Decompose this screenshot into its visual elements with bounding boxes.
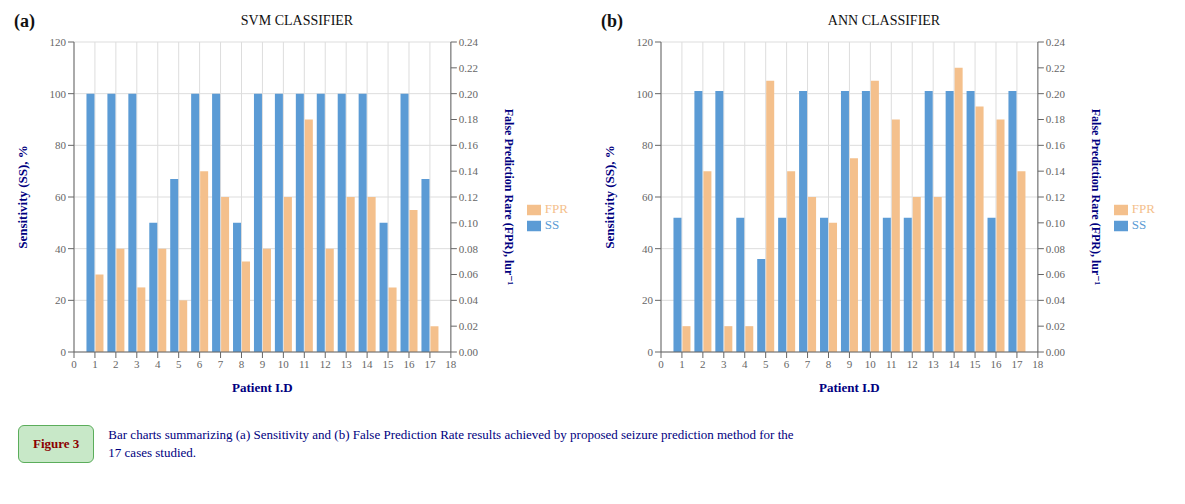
svg-text:Patient I.D: Patient I.D (232, 380, 293, 395)
svg-text:0.20: 0.20 (1046, 88, 1066, 100)
svg-text:120: 120 (637, 36, 654, 48)
svg-text:80: 80 (642, 139, 654, 151)
html-text:FPR: FPR (544, 201, 568, 216)
html-text:Figure 3: Figure 3 (33, 436, 80, 451)
svg-text:80: 80 (55, 139, 67, 151)
svg-text:0.00: 0.00 (459, 346, 479, 358)
svg-text:0.02: 0.02 (459, 320, 478, 332)
svg-text:0.22: 0.22 (459, 62, 478, 74)
svg-text:60: 60 (642, 191, 654, 203)
svg-text:0.08: 0.08 (459, 243, 479, 255)
svg-text:13: 13 (341, 358, 353, 370)
html-text:SS: SS (544, 217, 560, 232)
svg-text:False Prediction Rare (FPR), l: False Prediction Rare (FPR), lur⁻¹ (502, 109, 516, 286)
svg-text:40: 40 (642, 243, 654, 255)
svg-text:0: 0 (61, 346, 67, 358)
svg-text:0.24: 0.24 (459, 36, 479, 48)
svg-text:15: 15 (970, 358, 982, 370)
html-text:(a): (a) (14, 11, 35, 31)
svg-text:0.14: 0.14 (459, 165, 479, 177)
svg-text:0.12: 0.12 (1046, 191, 1065, 203)
svg-text:0.00: 0.00 (1046, 346, 1066, 358)
svg-text:Patient I.D: Patient I.D (819, 380, 880, 395)
svg-text:20: 20 (55, 294, 67, 306)
svg-text:0: 0 (658, 358, 664, 370)
svg-text:16: 16 (403, 358, 415, 370)
svg-text:0.08: 0.08 (1046, 243, 1066, 255)
svg-text:20: 20 (642, 294, 654, 306)
svg-text:5: 5 (176, 358, 182, 370)
html-text:(b): (b) (601, 11, 623, 31)
svg-text:8: 8 (239, 358, 245, 370)
svg-text:12: 12 (907, 358, 918, 370)
svg-text:0.20: 0.20 (459, 88, 479, 100)
svg-text:3: 3 (134, 358, 140, 370)
svg-text:18: 18 (445, 358, 457, 370)
svg-text:17: 17 (1011, 358, 1023, 370)
svg-text:6: 6 (197, 358, 203, 370)
svg-text:7: 7 (805, 358, 811, 370)
svg-text:0.22: 0.22 (1046, 62, 1065, 74)
svg-text:120: 120 (50, 36, 67, 48)
svg-text:6: 6 (784, 358, 790, 370)
svg-text:2: 2 (113, 358, 119, 370)
svg-text:0.18: 0.18 (1046, 113, 1066, 125)
svg-text:14: 14 (949, 358, 961, 370)
svg-text:100: 100 (50, 88, 67, 100)
svg-text:0.10: 0.10 (459, 217, 479, 229)
svg-text:2: 2 (700, 358, 706, 370)
svg-text:1: 1 (679, 358, 685, 370)
svg-text:1: 1 (92, 358, 98, 370)
html-text:ANN CLASSIFIER: ANN CLASSIFIER (827, 13, 941, 28)
svg-text:0.06: 0.06 (459, 268, 479, 280)
html-text:SS: SS (1131, 217, 1147, 232)
svg-text:False Prediction Rare (FPR), l: False Prediction Rare (FPR), lur⁻¹ (1089, 109, 1103, 286)
svg-text:40: 40 (55, 243, 67, 255)
svg-text:9: 9 (260, 358, 266, 370)
svg-text:4: 4 (155, 358, 161, 370)
html-text:Bar charts summarizing (a) Sen: Bar charts summarizing (a) Sensitivity a… (108, 427, 794, 460)
svg-text:0.10: 0.10 (1046, 217, 1066, 229)
svg-text:0: 0 (71, 358, 77, 370)
svg-text:12: 12 (320, 358, 331, 370)
html-text:FPR: FPR (1131, 201, 1155, 216)
svg-text:7: 7 (218, 358, 224, 370)
svg-text:0.18: 0.18 (459, 113, 479, 125)
svg-text:17: 17 (424, 358, 436, 370)
svg-text:0.02: 0.02 (1046, 320, 1065, 332)
svg-text:10: 10 (278, 358, 290, 370)
svg-text:0.24: 0.24 (1046, 36, 1066, 48)
svg-text:18: 18 (1032, 358, 1044, 370)
svg-text:9: 9 (847, 358, 853, 370)
svg-text:0.16: 0.16 (1046, 139, 1066, 151)
svg-text:5: 5 (763, 358, 769, 370)
svg-text:0.16: 0.16 (459, 139, 479, 151)
svg-text:13: 13 (928, 358, 940, 370)
svg-text:0.04: 0.04 (459, 294, 479, 306)
svg-text:16: 16 (990, 358, 1002, 370)
svg-text:0.04: 0.04 (1046, 294, 1066, 306)
svg-text:Sensitivity (SS), %: Sensitivity (SS), % (15, 145, 30, 249)
svg-text:11: 11 (886, 358, 897, 370)
html-text:SVM CLASSIFIER: SVM CLASSIFIER (240, 13, 354, 28)
svg-text:11: 11 (299, 358, 310, 370)
svg-text:60: 60 (55, 191, 67, 203)
svg-text:0: 0 (648, 346, 654, 358)
svg-text:4: 4 (742, 358, 748, 370)
svg-text:0.14: 0.14 (1046, 165, 1066, 177)
svg-text:0.06: 0.06 (1046, 268, 1066, 280)
svg-text:14: 14 (362, 358, 374, 370)
svg-text:8: 8 (826, 358, 832, 370)
svg-text:15: 15 (383, 358, 395, 370)
svg-text:100: 100 (637, 88, 654, 100)
svg-text:0.12: 0.12 (459, 191, 478, 203)
svg-text:3: 3 (721, 358, 727, 370)
svg-text:Sensitivity (SS), %: Sensitivity (SS), % (602, 145, 617, 249)
svg-text:10: 10 (865, 358, 877, 370)
